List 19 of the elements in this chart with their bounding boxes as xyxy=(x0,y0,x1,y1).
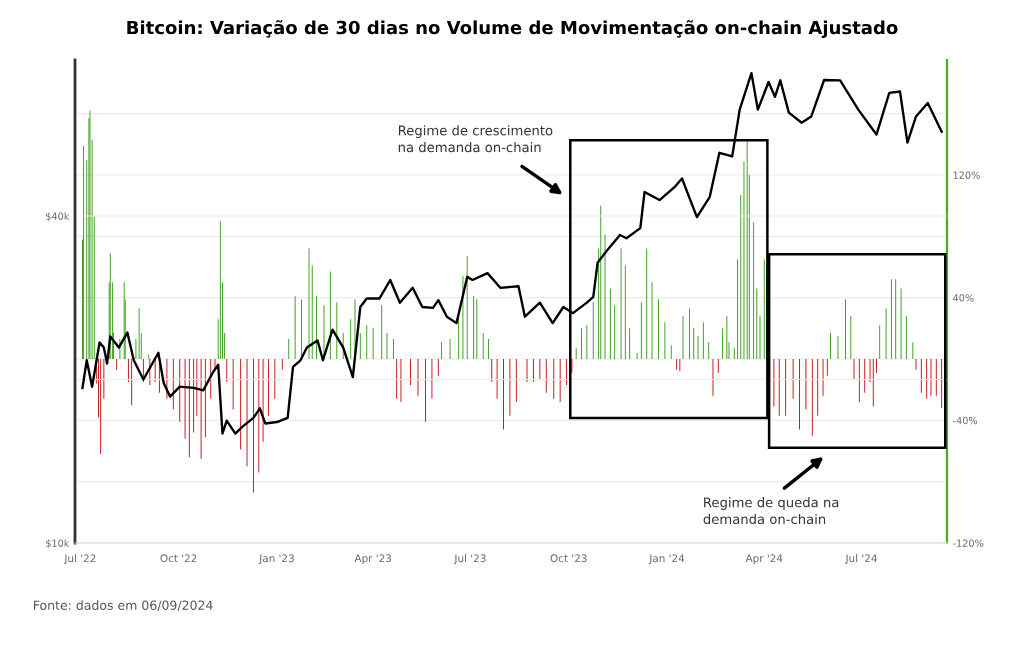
chart-title: Bitcoin: Variação de 30 dias no Volume de Movimentação on-chain Ajustado xyxy=(127,20,898,38)
x-tick-label: Oct '22 xyxy=(160,554,197,563)
y-tick-label: $40k xyxy=(46,212,70,222)
x-tick-label: Jan '24 xyxy=(648,554,685,565)
x-tick-label: Apr '24 xyxy=(745,554,783,565)
x-tick-label: Jul '24 xyxy=(844,554,877,565)
x-tick-label: Apr '23 xyxy=(354,554,392,565)
y2-tick-label: 40% xyxy=(953,294,974,302)
x-tick-label: Jan '23 xyxy=(258,554,294,565)
x-tick-label: Oct '23 xyxy=(550,554,587,563)
y2-tick-label: -120% xyxy=(953,539,984,547)
x-tick-label: Jul '23 xyxy=(453,554,486,565)
source-note: Fonte: dados em 06/09/2024 xyxy=(33,600,213,611)
annotation: Regime de crescimento na demanda on-chain xyxy=(398,125,553,153)
y-tick-label: $10k xyxy=(46,539,70,549)
y2-tick-label: -40% xyxy=(953,416,978,425)
x-tick-label: Jul '22 xyxy=(63,554,96,565)
y2-tick-label: 120% xyxy=(953,171,980,179)
annotation: Regime de queda na demanda on-chain xyxy=(703,497,839,525)
